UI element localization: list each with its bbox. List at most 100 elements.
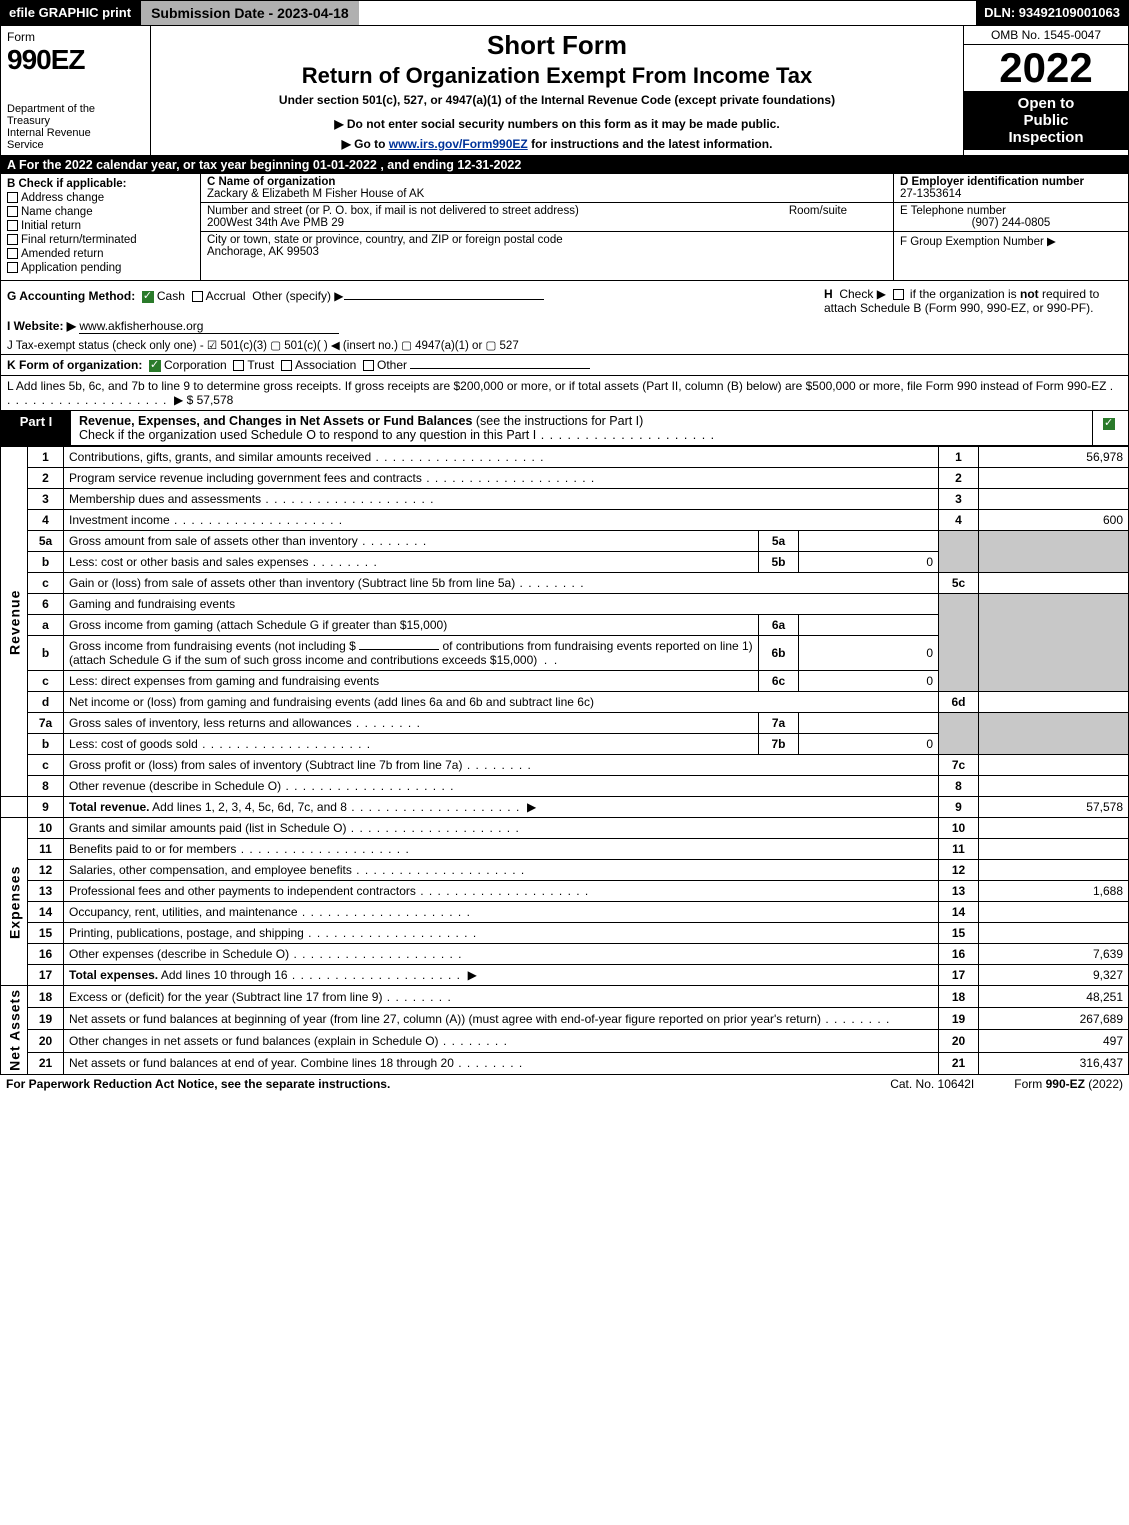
line-ref: 12 <box>939 860 979 881</box>
line-num: 3 <box>28 489 64 510</box>
inspection-badge: Open to Public Inspection <box>964 91 1128 150</box>
g-label: G Accounting Method: <box>7 289 135 303</box>
line-val <box>979 902 1129 923</box>
chk-name-change[interactable]: Name change <box>7 206 194 218</box>
h-text: Check ▶ if the organization is not requi… <box>824 287 1099 315</box>
line-ref: 4 <box>939 510 979 531</box>
line-num: 14 <box>28 902 64 923</box>
d-ein: D Employer identification number 27-1353… <box>894 174 1128 202</box>
revenue-vlabel: Revenue <box>1 447 28 797</box>
line-val: 316,437 <box>979 1052 1129 1074</box>
checkbox-icon <box>7 248 18 259</box>
line-val: 48,251 <box>979 986 1129 1008</box>
street: 200West 34th Ave PMB 29 <box>207 217 344 229</box>
row-k: K Form of organization: Corporation Trus… <box>0 355 1129 376</box>
g-cash: Cash <box>157 289 185 303</box>
line-ref: 7c <box>939 755 979 776</box>
c-street-label: Number and street (or P. O. box, if mail… <box>207 205 579 217</box>
g-other-field[interactable] <box>344 299 544 300</box>
footer-right: Form 990-EZ (2022) <box>1014 1077 1123 1091</box>
l-value: 57,578 <box>197 393 234 407</box>
c-street-row: Number and street (or P. O. box, if mail… <box>201 203 893 232</box>
line-val: 9,327 <box>979 965 1129 986</box>
checkbox-icon <box>192 291 203 302</box>
department: Department of theTreasuryInternal Revenu… <box>7 103 144 151</box>
grey-cell <box>939 531 979 573</box>
line-val: 600 <box>979 510 1129 531</box>
line-desc: Excess or (deficit) for the year (Subtra… <box>64 986 939 1008</box>
netassets-vlabel: Net Assets <box>1 986 28 1075</box>
line-val: 1,688 <box>979 881 1129 902</box>
line-ref: 11 <box>939 839 979 860</box>
line-ref: 21 <box>939 1052 979 1074</box>
line-desc: Gross income from fundraising events (no… <box>64 636 759 671</box>
k-label: K Form of organization: <box>7 358 142 372</box>
chk-final-return[interactable]: Final return/terminated <box>7 234 194 246</box>
line-num: 7a <box>28 713 64 734</box>
line-ref: 18 <box>939 986 979 1008</box>
line-num: 6 <box>28 594 64 615</box>
line-num: 21 <box>28 1052 64 1074</box>
sub-val: 0 <box>799 636 939 671</box>
sub-ref: 5b <box>759 552 799 573</box>
submission-date: Submission Date - 2023-04-18 <box>139 1 359 25</box>
chk-address-change[interactable]: Address change <box>7 192 194 204</box>
top-bar: efile GRAPHIC print Submission Date - 20… <box>0 0 1129 26</box>
line-desc: Less: cost or other basis and sales expe… <box>64 552 759 573</box>
line-num: 8 <box>28 776 64 797</box>
chk-amended-return[interactable]: Amended return <box>7 248 194 260</box>
d-label: D Employer identification number <box>900 176 1084 188</box>
line-desc: Benefits paid to or for members <box>64 839 939 860</box>
goto-line: ▶ Go to www.irs.gov/Form990EZ for instru… <box>342 137 773 151</box>
line-desc: Investment income <box>64 510 939 531</box>
line-ref: 13 <box>939 881 979 902</box>
chk-initial-return[interactable]: Initial return <box>7 220 194 232</box>
grey-cell <box>939 713 979 755</box>
page-footer: For Paperwork Reduction Act Notice, see … <box>0 1075 1129 1093</box>
line-ref: 5c <box>939 573 979 594</box>
line-ref: 17 <box>939 965 979 986</box>
goto-post: for instructions and the latest informat… <box>528 137 773 151</box>
line-val <box>979 468 1129 489</box>
goto-link[interactable]: www.irs.gov/Form990EZ <box>389 137 528 151</box>
checkbox-icon <box>7 220 18 231</box>
k-trust: Trust <box>247 358 274 372</box>
checkbox-icon[interactable] <box>893 289 904 300</box>
line-ref: 16 <box>939 944 979 965</box>
line-num: c <box>28 671 64 692</box>
c-city-row: City or town, state or province, country… <box>201 232 893 260</box>
k-other: Other <box>377 358 407 372</box>
row-l: L Add lines 5b, 6c, and 7b to line 9 to … <box>0 376 1129 411</box>
line-num: b <box>28 552 64 573</box>
form-header: Form 990EZ Department of theTreasuryInte… <box>0 26 1129 156</box>
efile-label[interactable]: efile GRAPHIC print <box>1 1 139 25</box>
website-value[interactable]: www.akfisherhouse.org <box>79 319 339 334</box>
l-arrow: ▶ $ <box>174 393 193 407</box>
k-other-field[interactable] <box>410 368 590 369</box>
h-label: H <box>824 287 833 301</box>
line-num: 12 <box>28 860 64 881</box>
line-desc: Net assets or fund balances at beginning… <box>64 1008 939 1030</box>
line-num: d <box>28 692 64 713</box>
line-ref: 20 <box>939 1030 979 1052</box>
checkbox-icon <box>7 206 18 217</box>
col-h: H Check ▶ if the organization is not req… <box>818 281 1128 317</box>
e-label: E Telephone number <box>900 205 1006 217</box>
line-ref: 14 <box>939 902 979 923</box>
line-desc: Total revenue. Add lines 1, 2, 3, 4, 5c,… <box>64 797 939 818</box>
sub-ref: 5a <box>759 531 799 552</box>
blank-vlabel <box>1 797 28 818</box>
sub-val: 0 <box>799 552 939 573</box>
grey-cell <box>979 531 1129 573</box>
line-desc: Gross amount from sale of assets other t… <box>64 531 759 552</box>
chk-application-pending[interactable]: Application pending <box>7 262 194 274</box>
line-desc: Net assets or fund balances at end of ye… <box>64 1052 939 1074</box>
expenses-vlabel: Expenses <box>1 818 28 986</box>
line-val: 57,578 <box>979 797 1129 818</box>
insp1: Open to <box>1018 95 1075 112</box>
grey-cell <box>979 713 1129 755</box>
line-num: 11 <box>28 839 64 860</box>
line-num: 10 <box>28 818 64 839</box>
col-g: G Accounting Method: Cash Accrual Other … <box>1 281 818 317</box>
checkbox-checked-icon[interactable] <box>1103 418 1115 430</box>
